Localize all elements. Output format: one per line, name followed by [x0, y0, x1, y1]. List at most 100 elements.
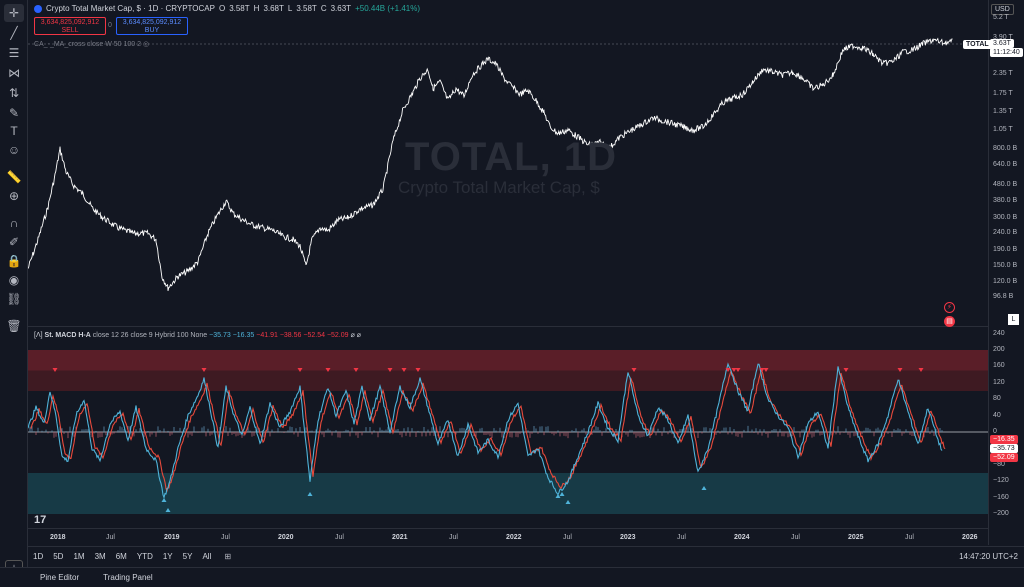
sell-signal-marker — [387, 368, 393, 372]
sell-button[interactable]: 3,634,825,092,912 SELL — [34, 17, 106, 35]
zoom-icon[interactable]: ⊕ — [8, 189, 20, 203]
macd-v1: −35.73 — [209, 332, 231, 339]
buy-price: 3,634,825,092,912 — [122, 19, 182, 26]
sell-signal-marker — [725, 368, 731, 372]
sell-signal-marker — [843, 368, 849, 372]
price-axis[interactable]: USD 5.2 T 3.90 T 2.35 T 1.75 T 1.35 T 1.05 T 8… — [988, 0, 1024, 545]
close-label: C — [320, 4, 327, 13]
macd-collapse-icon[interactable]: [Λ] — [34, 332, 43, 339]
watermark-subtitle: Crypto Total Market Cap, $ — [398, 178, 600, 197]
sell-signal-marker — [297, 368, 303, 372]
ma-cross-legend[interactable]: CA_-_MA_cross close W 50 100 2 ◎ — [34, 40, 149, 48]
watermark-title: TOTAL, 1D — [405, 135, 617, 179]
range-ytd[interactable]: YTD — [136, 552, 153, 561]
price-axis-label: 480.0 B — [993, 180, 1018, 188]
time-axis-label: Jul — [335, 534, 344, 541]
calendar-event-icon[interactable]: ▤ — [944, 316, 955, 327]
sell-signal-marker — [918, 368, 924, 372]
chart-svg — [28, 37, 988, 514]
tab-pine-editor[interactable]: Pine Editor — [40, 573, 80, 582]
price-axis-label: 3.90 T — [993, 34, 1013, 42]
buy-signal-marker — [565, 500, 571, 504]
ruler-icon[interactable]: 📏 — [6, 170, 22, 184]
range-3m[interactable]: 3M — [94, 552, 106, 561]
macd-v5: −52.54 — [303, 332, 325, 339]
fib-icon[interactable]: ☰ — [8, 46, 20, 60]
macd-axis-label: 120 — [993, 378, 1005, 386]
log-scale-toggle[interactable]: L — [1008, 314, 1019, 325]
sell-signal-marker — [897, 368, 903, 372]
sell-signal-marker — [759, 368, 765, 372]
range-5y[interactable]: 5Y — [182, 552, 193, 561]
measure-icon[interactable]: ⇅ — [8, 86, 20, 100]
price-axis-label: 1.35 T — [993, 108, 1013, 116]
trash-icon[interactable]: 🗑 — [6, 319, 22, 333]
sell-signal-marker — [631, 368, 637, 372]
currency-selector[interactable]: USD — [991, 4, 1014, 15]
macd-axis-label: 40 — [993, 411, 1001, 419]
text-icon[interactable]: T — [10, 124, 18, 138]
last-price-tag: 3.63T — [990, 39, 1014, 48]
ma-cross-legend-text: CA_-_MA_cross close W 50 100 2 — [34, 41, 141, 48]
macd-axis-label: −200 — [993, 510, 1009, 517]
macd-settings-icon[interactable]: ⌀ ⌀ — [350, 332, 361, 339]
range-1y[interactable]: 1Y — [162, 552, 173, 561]
range-all[interactable]: All — [202, 552, 212, 561]
buy-signal-marker — [165, 508, 171, 512]
upper-zone — [28, 370, 988, 391]
high-label: H — [253, 4, 260, 13]
buy-button[interactable]: 3,634,825,092,912 BUY — [116, 17, 188, 35]
buy-label: BUY — [144, 27, 160, 34]
clock[interactable]: 14:47:20 UTC+2 — [959, 552, 1018, 561]
time-axis-label: Jul — [106, 534, 115, 541]
macd-tag-3: −52.09 — [990, 453, 1018, 462]
range-1d[interactable]: 1D — [33, 552, 44, 561]
price-series-line — [28, 37, 953, 292]
buy-signal-marker — [555, 494, 561, 498]
range-5d[interactable]: 5D — [53, 552, 64, 561]
brush-icon[interactable]: ✎ — [8, 106, 20, 120]
macd-v2: −16.35 — [232, 332, 255, 339]
macd-line — [28, 362, 943, 500]
time-axis-label: 2020 — [278, 534, 294, 541]
macd-tag-2: −35.73 — [990, 444, 1018, 453]
crosshair-icon[interactable]: ✛ — [4, 4, 24, 22]
price-axis-label: 240.0 B — [993, 229, 1018, 237]
eye-icon[interactable]: ◉ — [8, 273, 20, 287]
tab-trading-panel[interactable]: Trading Panel — [103, 573, 153, 582]
macd-signal-line — [30, 369, 946, 493]
price-axis-label: 2.35 T — [993, 69, 1013, 77]
chart-area[interactable] — [28, 0, 988, 545]
link-icon[interactable]: ⛓ — [6, 292, 22, 306]
symbol-legend[interactable]: Crypto Total Market Cap, $ · 1D · CRYPTO… — [34, 4, 420, 13]
pane-divider[interactable] — [28, 326, 1024, 327]
eye-toggle-icon[interactable]: ◎ — [142, 41, 150, 48]
buy-signal-marker — [701, 486, 707, 490]
time-axis-label: 2024 — [734, 534, 750, 541]
macd-axis-label: 160 — [993, 362, 1005, 370]
range-1m[interactable]: 1M — [73, 552, 85, 561]
date-range-icon[interactable]: ⊞ — [224, 552, 232, 561]
alert-icon[interactable]: ⚡ — [944, 302, 955, 313]
range-6m[interactable]: 6M — [115, 552, 127, 561]
time-axis[interactable]: 2018 Jul 2019 Jul 2020 Jul 2021 Jul 2022 Jul 2023 J… — [28, 528, 988, 545]
trend-line-icon[interactable]: ╱ — [10, 26, 18, 40]
lock-drawing-icon[interactable]: ✐ — [8, 235, 20, 249]
magnet-icon[interactable]: ∩ — [9, 216, 19, 230]
pattern-icon[interactable]: ⋈ — [8, 66, 20, 80]
emoji-icon[interactable]: ☺ — [7, 143, 21, 157]
sell-signal-marker — [401, 368, 407, 372]
macd-legend[interactable]: [Λ] St. MACD H-A close 12 26 close 9 Hyb… — [34, 331, 361, 339]
macd-tag-1: −16.35 — [990, 435, 1018, 444]
lock-icon[interactable]: 🔒 — [6, 254, 22, 268]
price-axis-label: 640.0 B — [993, 160, 1018, 168]
time-axis-label: Jul — [449, 534, 458, 541]
countdown-tag: 11:12:40 — [990, 48, 1023, 57]
time-axis-label: Jul — [563, 534, 572, 541]
open-value: 3.58T — [229, 4, 250, 13]
sell-signal-marker — [735, 368, 741, 372]
price-axis-label: 150.0 B — [993, 262, 1018, 270]
time-axis-label: 2018 — [50, 534, 66, 541]
price-axis-label: 800.0 B — [993, 145, 1018, 153]
time-axis-label: Jul — [905, 534, 914, 541]
